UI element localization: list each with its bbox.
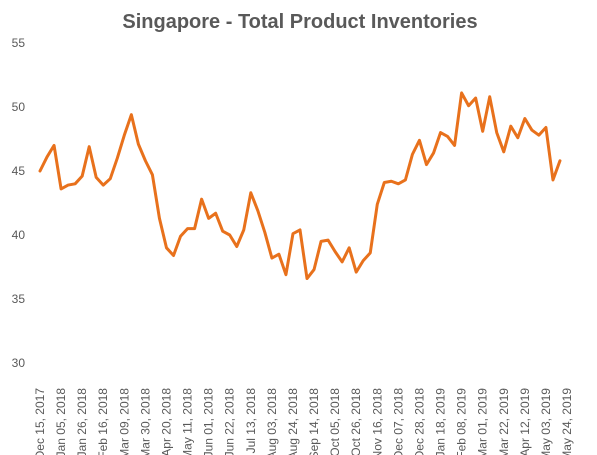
x-tick-label: Jan 05, 2018 [54, 388, 68, 455]
x-tick-label: May 03, 2019 [539, 388, 553, 455]
x-tick-label: Apr 12, 2019 [518, 388, 532, 455]
x-tick-label: Mar 22, 2019 [497, 388, 511, 455]
x-tick-label: Mar 01, 2019 [476, 388, 490, 455]
y-tick-label: 35 [12, 292, 26, 306]
x-tick-label: Feb 16, 2018 [96, 388, 110, 455]
x-tick-label: Feb 08, 2019 [455, 388, 469, 455]
x-tick-label: Aug 03, 2018 [265, 388, 279, 455]
y-tick-label: 45 [12, 164, 26, 178]
x-tick-label: Jan 26, 2018 [75, 388, 89, 455]
x-tick-label: May 24, 2019 [560, 388, 574, 455]
y-tick-label: 40 [12, 228, 26, 242]
x-tick-label: Jun 01, 2018 [202, 388, 216, 455]
x-tick-label: Mar 30, 2018 [138, 388, 152, 455]
x-tick-label: Jun 22, 2018 [223, 388, 237, 455]
x-tick-label: Jul 13, 2018 [244, 388, 258, 454]
chart-title: Singapore - Total Product Inventories [122, 11, 477, 33]
data-line [38, 91, 562, 281]
x-tick-label: Jan 18, 2019 [434, 388, 448, 455]
x-tick-label: Apr 20, 2018 [159, 388, 173, 455]
x-tick-label: Dec 28, 2018 [412, 388, 426, 455]
x-tick-label: Oct 05, 2018 [328, 388, 342, 455]
x-tick-label: Dec 15, 2017 [33, 388, 47, 455]
x-tick-label: Sep 14, 2018 [307, 388, 321, 455]
x-tick-label: Dec 07, 2018 [391, 388, 405, 455]
y-tick-label: 50 [12, 100, 26, 114]
x-tick-label: May 11, 2018 [181, 388, 195, 455]
y-tick-label: 55 [12, 36, 26, 50]
y-tick-label: 30 [12, 356, 26, 370]
x-tick-label: Aug 24, 2018 [286, 388, 300, 455]
x-tick-label: Nov 16, 2018 [370, 388, 384, 455]
x-tick-label: Mar 09, 2018 [117, 388, 131, 455]
x-tick-label: Oct 26, 2018 [349, 388, 363, 455]
